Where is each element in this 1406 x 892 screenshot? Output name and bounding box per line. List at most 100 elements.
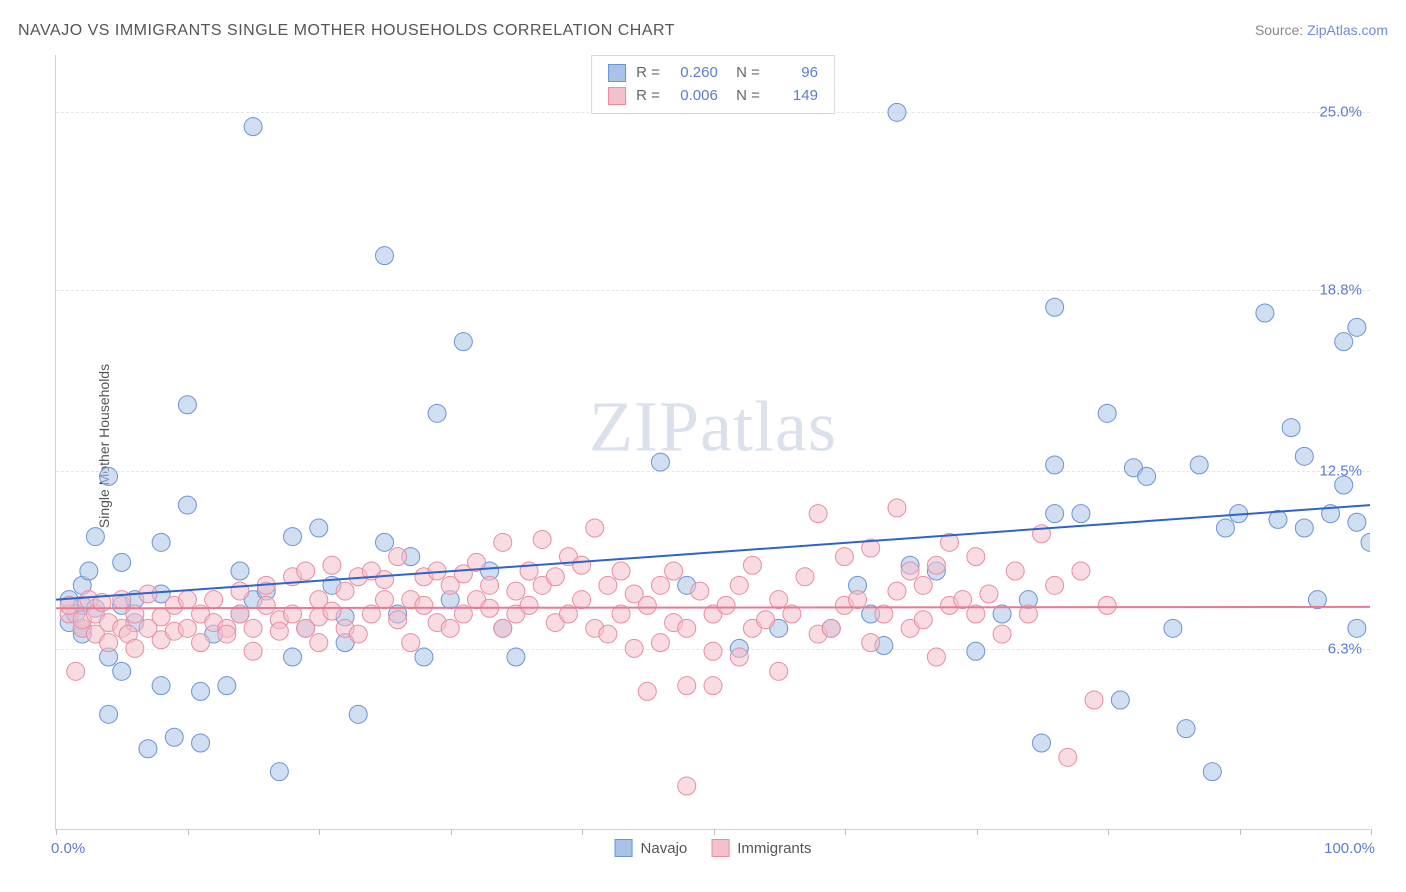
n-label: N = bbox=[728, 85, 760, 108]
data-point bbox=[914, 576, 932, 594]
data-point bbox=[1295, 519, 1313, 537]
data-point bbox=[244, 619, 262, 637]
data-point bbox=[310, 519, 328, 537]
data-point bbox=[967, 548, 985, 566]
data-point bbox=[336, 582, 354, 600]
x-tick bbox=[845, 829, 846, 835]
data-point bbox=[704, 642, 722, 660]
data-point bbox=[428, 404, 446, 422]
data-point bbox=[1295, 447, 1313, 465]
data-point bbox=[231, 562, 249, 580]
data-point bbox=[638, 682, 656, 700]
data-point bbox=[67, 662, 85, 680]
data-point bbox=[1059, 748, 1077, 766]
data-point bbox=[1348, 318, 1366, 336]
data-point bbox=[586, 519, 604, 537]
data-point bbox=[178, 619, 196, 637]
data-point bbox=[546, 568, 564, 586]
data-point bbox=[270, 622, 288, 640]
n-value: 149 bbox=[770, 85, 818, 108]
data-point bbox=[284, 648, 302, 666]
data-point bbox=[402, 634, 420, 652]
data-point bbox=[349, 625, 367, 643]
data-point bbox=[454, 333, 472, 351]
data-point bbox=[835, 548, 853, 566]
data-point bbox=[980, 585, 998, 603]
data-point bbox=[1164, 619, 1182, 637]
data-point bbox=[1348, 619, 1366, 637]
data-point bbox=[113, 662, 131, 680]
trend-line bbox=[56, 505, 1370, 600]
x-tick bbox=[582, 829, 583, 835]
data-point bbox=[218, 625, 236, 643]
r-label: R = bbox=[636, 62, 660, 85]
data-point bbox=[494, 619, 512, 637]
data-point bbox=[730, 648, 748, 666]
data-point bbox=[1282, 419, 1300, 437]
data-point bbox=[1046, 576, 1064, 594]
data-point bbox=[323, 556, 341, 574]
data-point bbox=[1177, 720, 1195, 738]
data-point bbox=[967, 642, 985, 660]
data-point bbox=[599, 576, 617, 594]
data-point bbox=[849, 591, 867, 609]
legend-item: Immigrants bbox=[711, 839, 811, 857]
data-point bbox=[993, 625, 1011, 643]
data-point bbox=[1098, 404, 1116, 422]
x-tick bbox=[188, 829, 189, 835]
data-point bbox=[100, 705, 118, 723]
data-point bbox=[1072, 562, 1090, 580]
data-point bbox=[1006, 562, 1024, 580]
x-tick bbox=[714, 829, 715, 835]
data-point bbox=[678, 619, 696, 637]
x-tick bbox=[1371, 829, 1372, 835]
x-tick bbox=[319, 829, 320, 835]
data-point bbox=[888, 103, 906, 121]
data-point bbox=[1335, 476, 1353, 494]
source-link[interactable]: ZipAtlas.com bbox=[1307, 22, 1388, 38]
data-point bbox=[310, 634, 328, 652]
source-attribution: Source: ZipAtlas.com bbox=[1255, 22, 1388, 38]
data-point bbox=[1072, 505, 1090, 523]
data-point bbox=[1361, 533, 1370, 551]
data-point bbox=[270, 763, 288, 781]
data-point bbox=[441, 619, 459, 637]
bottom-legend: Navajo Immigrants bbox=[615, 839, 812, 857]
source-prefix: Source: bbox=[1255, 22, 1307, 38]
data-point bbox=[349, 705, 367, 723]
data-point bbox=[297, 562, 315, 580]
legend-label: Navajo bbox=[641, 840, 688, 857]
data-point bbox=[678, 677, 696, 695]
data-point bbox=[1085, 691, 1103, 709]
n-value: 96 bbox=[770, 62, 818, 85]
r-label: R = bbox=[636, 85, 660, 108]
data-point bbox=[888, 582, 906, 600]
x-tick-label: 0.0% bbox=[51, 840, 85, 857]
data-point bbox=[126, 639, 144, 657]
r-value: 0.006 bbox=[670, 85, 718, 108]
data-point bbox=[612, 562, 630, 580]
data-point bbox=[113, 591, 131, 609]
data-point bbox=[1033, 734, 1051, 752]
data-point bbox=[257, 596, 275, 614]
data-point bbox=[1190, 456, 1208, 474]
plot-area: ZIPatlas R =0.260 N =96R =0.006 N =149 N… bbox=[55, 55, 1370, 830]
data-point bbox=[192, 682, 210, 700]
legend-swatch bbox=[608, 64, 626, 82]
data-point bbox=[100, 634, 118, 652]
data-point bbox=[86, 528, 104, 546]
legend-label: Immigrants bbox=[737, 840, 811, 857]
data-point bbox=[1216, 519, 1234, 537]
data-point bbox=[704, 677, 722, 695]
stats-row: R = 0.006 N = 149 bbox=[608, 85, 818, 108]
legend-swatch bbox=[615, 839, 633, 857]
data-point bbox=[1348, 513, 1366, 531]
data-point bbox=[1046, 505, 1064, 523]
data-point bbox=[178, 496, 196, 514]
data-point bbox=[1046, 298, 1064, 316]
data-point bbox=[1203, 763, 1221, 781]
data-point bbox=[481, 576, 499, 594]
data-point bbox=[901, 562, 919, 580]
data-point bbox=[494, 533, 512, 551]
data-point bbox=[717, 596, 735, 614]
